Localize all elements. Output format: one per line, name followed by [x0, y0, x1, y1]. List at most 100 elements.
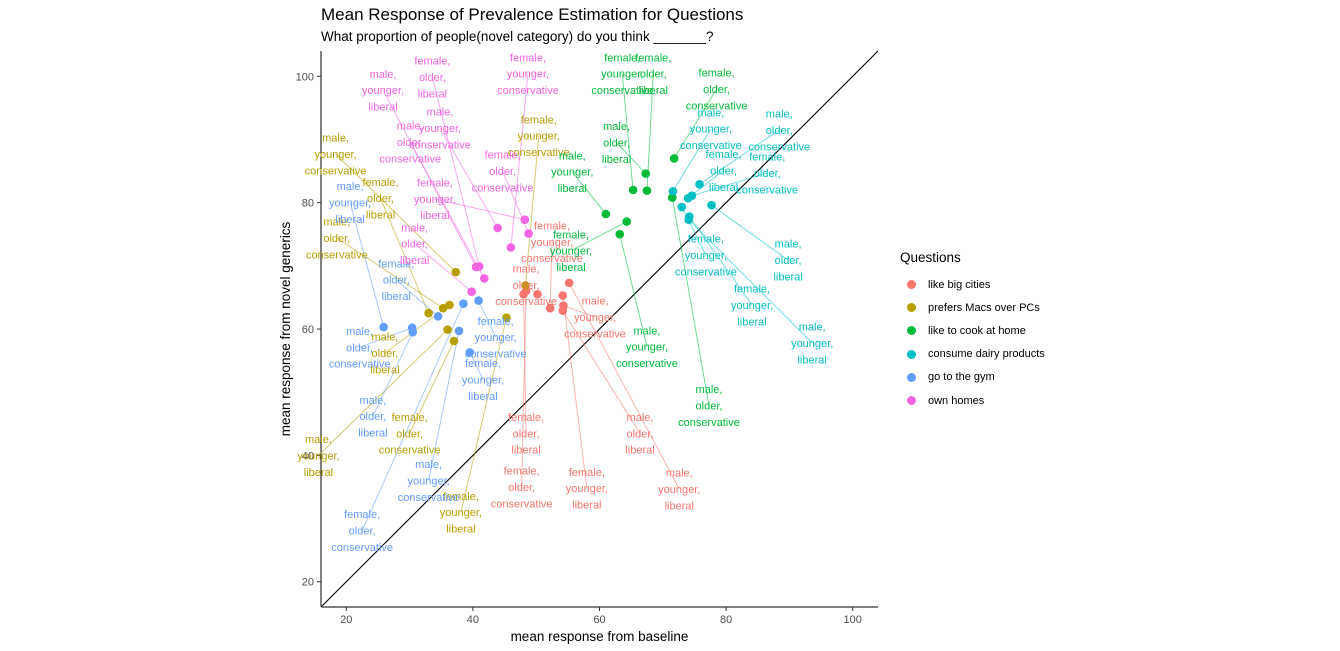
point-label: older,: [703, 84, 730, 96]
point-label: male,: [634, 325, 661, 337]
legend-key: [907, 372, 916, 382]
label-connector: [428, 330, 460, 481]
label-connector: [524, 135, 540, 286]
label-connector: [336, 237, 444, 309]
point-label: younger,: [362, 85, 404, 97]
data-point: [445, 300, 454, 310]
point-label: male,: [559, 150, 586, 162]
point-label: male,: [582, 296, 609, 308]
point-label: male,: [359, 395, 386, 407]
point-label: female,: [749, 152, 785, 164]
point-label: female,: [414, 56, 450, 68]
point-label: conservative: [678, 417, 740, 429]
label-connector: [380, 198, 430, 314]
label-connector: [384, 304, 450, 354]
x-tick-label: 40: [467, 614, 479, 626]
point-label: female,: [465, 358, 501, 370]
data-point: [474, 262, 484, 271]
point-label: female,: [699, 68, 735, 80]
point-label: female,: [417, 177, 453, 189]
label-connector: [409, 141, 485, 279]
data-point: [707, 200, 716, 210]
data-point: [667, 193, 677, 202]
data-point: [465, 348, 475, 357]
x-tick-label: 20: [340, 614, 352, 626]
point-label: liberal: [625, 445, 654, 457]
data-point: [502, 313, 511, 322]
point-label: older,: [754, 168, 781, 180]
chart-title: Mean Response of Prevalence Estimation f…: [321, 5, 744, 24]
label-connector: [563, 305, 596, 318]
point-label: conservative: [497, 85, 559, 97]
point-label: female,: [478, 316, 514, 328]
data-point: [687, 191, 697, 200]
data-point: [695, 180, 704, 189]
point-label: conservative: [472, 182, 534, 194]
point-label: conservative: [591, 85, 653, 97]
label-connector: [361, 303, 464, 531]
point-label: younger,: [419, 123, 461, 135]
point-label: liberal: [511, 445, 540, 457]
legend-label: own homes: [928, 394, 985, 407]
point-label: liberal: [773, 272, 802, 284]
label-connector: [571, 171, 607, 215]
data-point: [459, 299, 468, 309]
point-label: conservative: [564, 328, 626, 340]
point-label: conservative: [379, 153, 441, 165]
point-label: female,: [688, 234, 724, 246]
data-point: [615, 229, 625, 239]
point-label: younger,: [685, 250, 727, 262]
label-connector: [510, 73, 529, 248]
point-label: older,: [367, 193, 394, 205]
point-label: male,: [397, 121, 424, 133]
point-label: liberal: [382, 291, 411, 303]
data-point: [628, 185, 638, 195]
point-label: conservative: [508, 147, 570, 159]
point-label: older,: [323, 233, 350, 245]
legend-title: Questions: [900, 250, 961, 265]
point-label: liberal: [602, 154, 631, 166]
point-label: older,: [396, 428, 423, 440]
point-label: older,: [401, 239, 428, 251]
legend-key: [907, 349, 916, 359]
point-label: male,: [696, 384, 723, 396]
point-label: female,: [378, 258, 414, 270]
legend-label: like big cities: [928, 278, 991, 291]
point-label: conservative: [616, 358, 678, 370]
data-point: [677, 202, 687, 212]
label-connector: [699, 129, 780, 185]
point-label: male,: [697, 107, 724, 119]
point-label: older,: [766, 125, 793, 137]
point-label: younger,: [475, 332, 517, 344]
point-label: male,: [401, 222, 428, 234]
point-label: liberal: [304, 467, 333, 479]
legend-key: [907, 326, 916, 336]
point-label: conservative: [748, 141, 810, 153]
data-point: [601, 209, 611, 219]
point-label: younger,: [414, 194, 456, 206]
point-label: conservative: [686, 100, 748, 112]
point-label: conservative: [495, 296, 557, 308]
point-label: liberal: [400, 255, 429, 267]
point-label: younger,: [574, 312, 616, 324]
legend-item: go to the gym: [900, 366, 1045, 389]
label-connector: [372, 331, 414, 417]
x-tick-label: 80: [720, 614, 732, 626]
point-label: older,: [349, 526, 376, 538]
label-connector: [521, 291, 527, 487]
point-label: conservative: [491, 498, 553, 510]
label-connector: [478, 300, 497, 338]
label-connector: [318, 329, 448, 456]
point-label: conservative: [465, 349, 527, 361]
x-tick-label: 100: [844, 614, 862, 626]
point-label: younger,: [440, 507, 482, 519]
label-connector: [691, 172, 768, 197]
point-label: younger,: [550, 246, 592, 258]
data-point: [558, 291, 568, 300]
point-label: younger,: [329, 198, 371, 210]
point-label: older,: [513, 428, 540, 440]
data-point: [424, 308, 433, 318]
data-point: [524, 229, 533, 238]
point-label: older,: [489, 166, 516, 178]
